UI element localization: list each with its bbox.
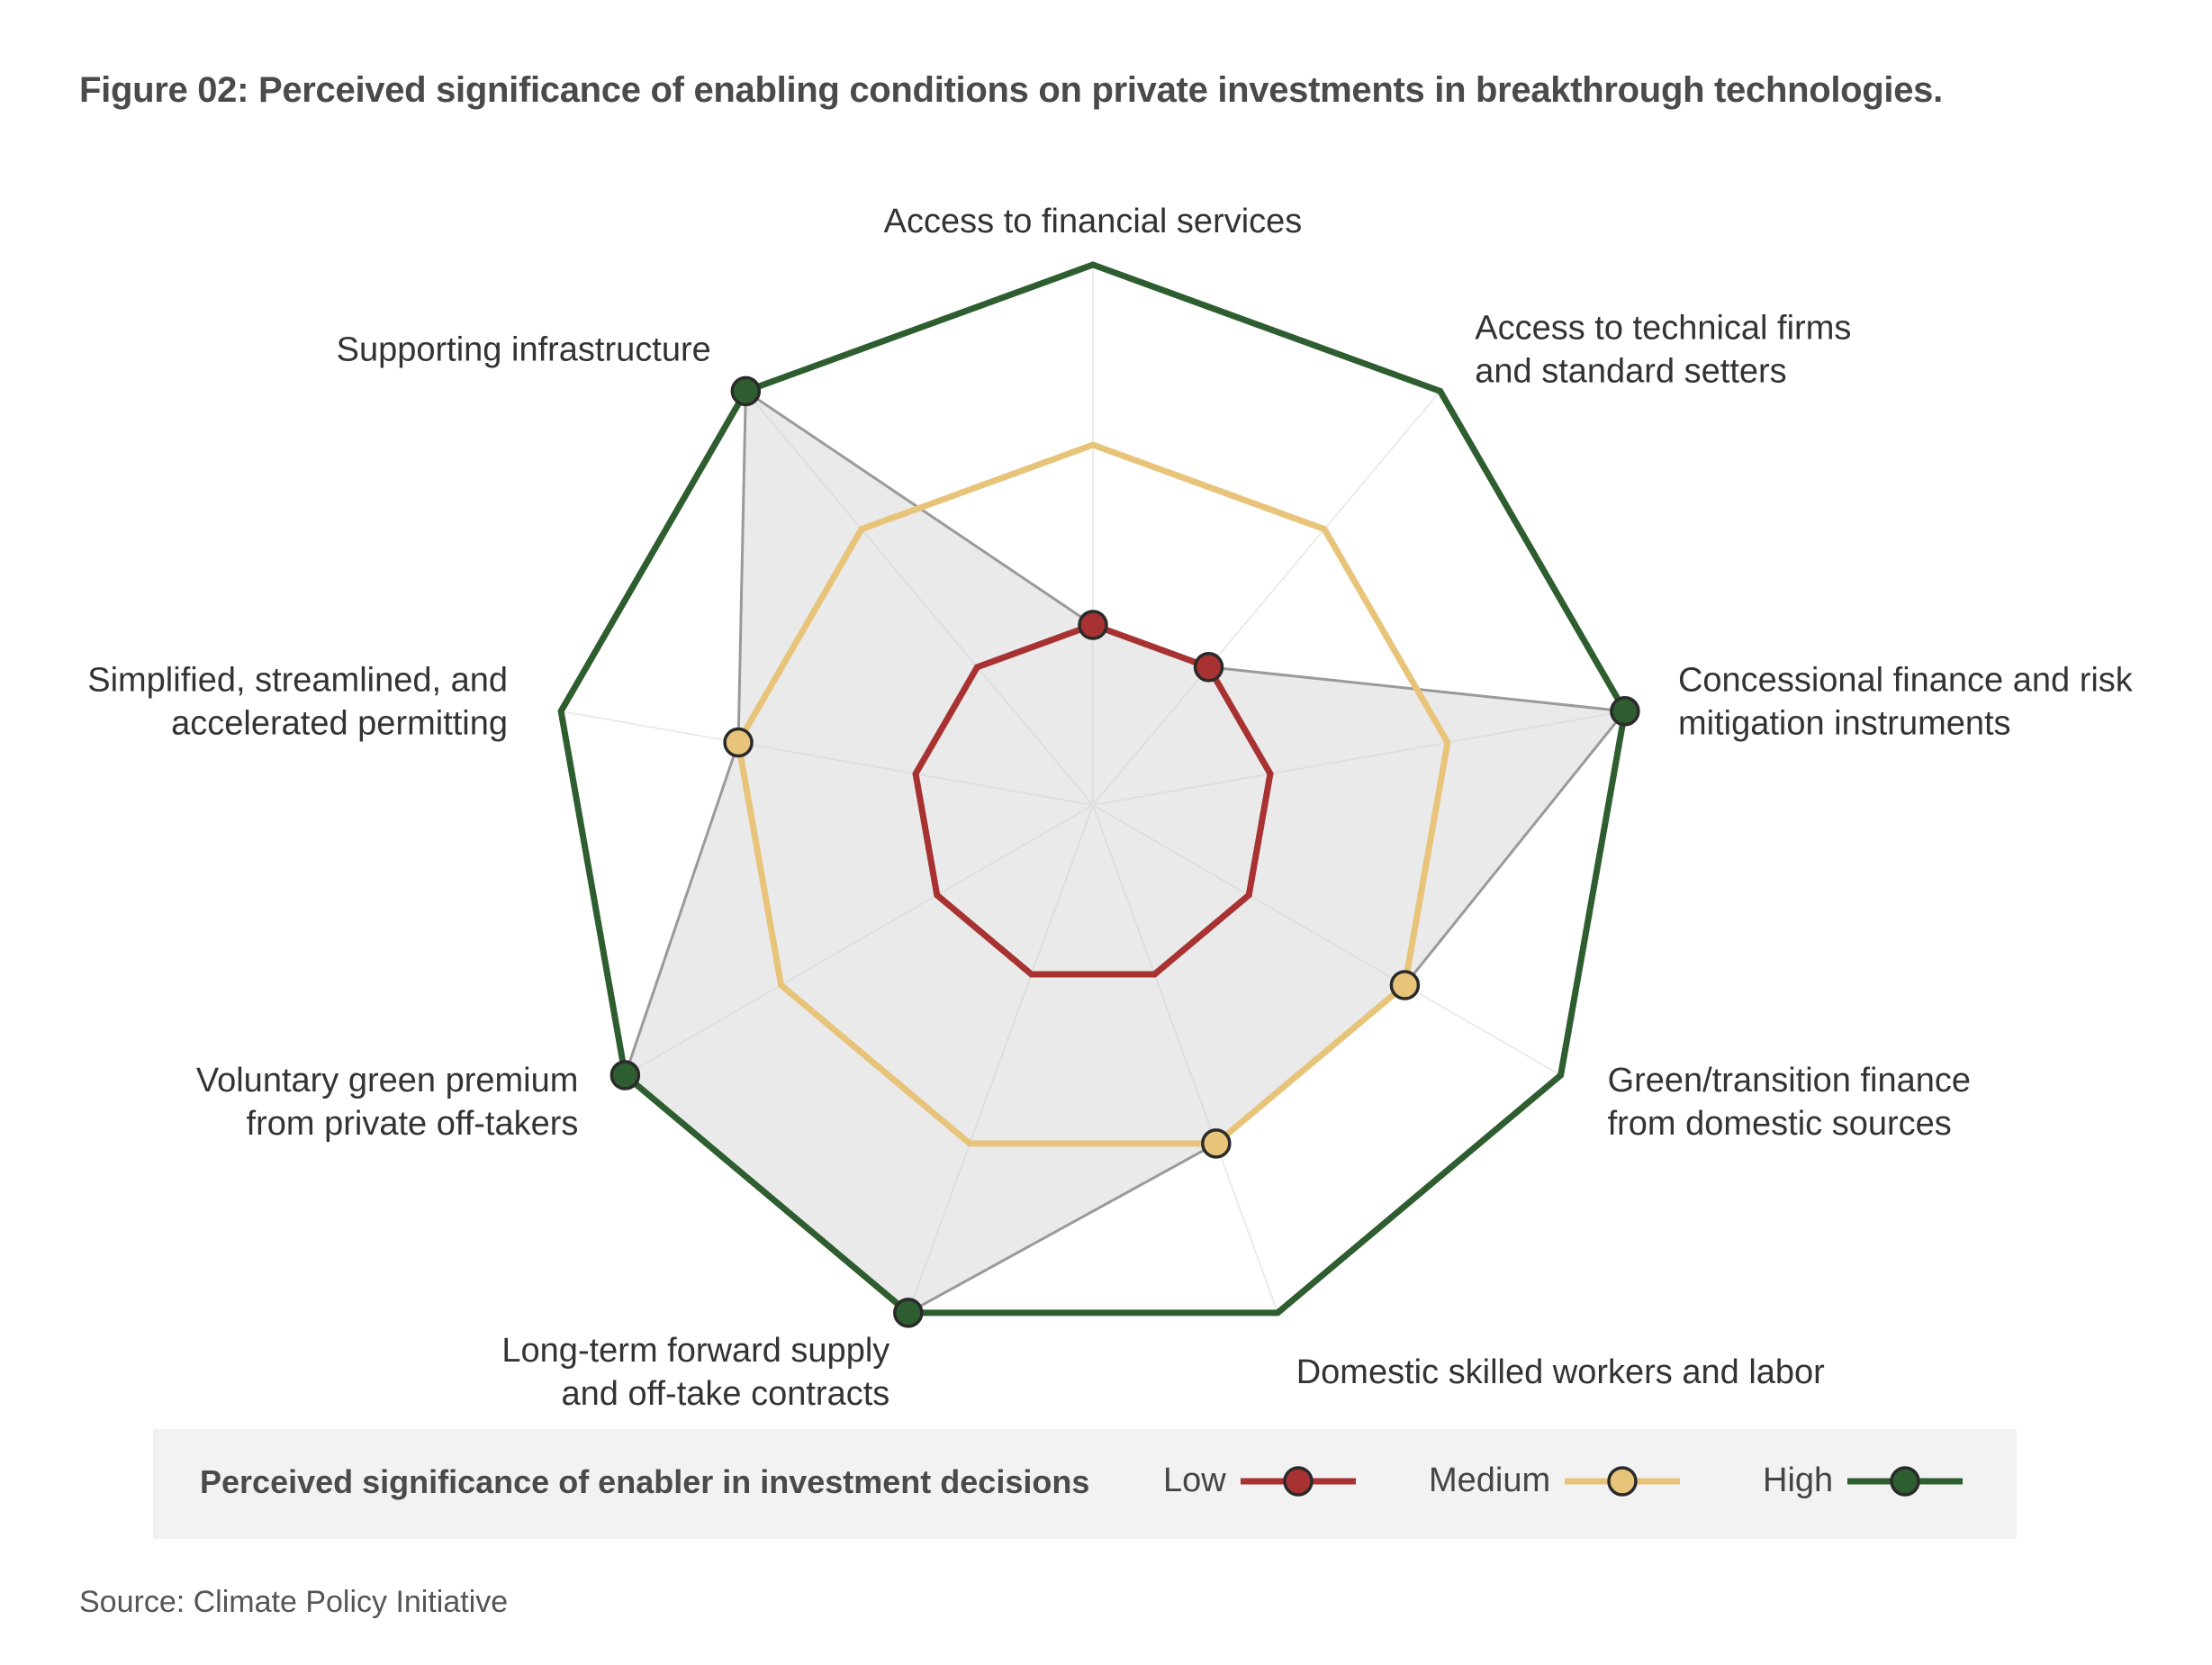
axis-label-line: from domestic sources <box>1608 1105 1952 1143</box>
spoke-line <box>745 390 1094 806</box>
axis-label: Access to financial services <box>884 203 1303 240</box>
axis-label: Concessional finance and risk mitigation … <box>1678 661 2134 742</box>
spoke-overlay <box>561 710 1094 806</box>
ring-medium <box>735 441 1451 1147</box>
rating-marker <box>1389 970 1421 1000</box>
axis-label-line: Green/transition finance <box>1608 1062 1971 1099</box>
rating-marker <box>1193 652 1224 683</box>
ring-high <box>557 261 1629 1317</box>
axis-label-line: Long-term forward supply <box>501 1332 889 1370</box>
legend-item-low: Low <box>1163 1461 1356 1500</box>
legend-item-high: High <box>1763 1461 1964 1500</box>
axis-label-line: Concessional finance and risk <box>1678 661 2134 699</box>
rating-marker <box>1201 1128 1232 1159</box>
rating-marker <box>730 376 762 407</box>
rating-marker <box>1610 696 1640 727</box>
axis-label-line: mitigation instruments <box>1678 704 2011 742</box>
axis-label: Voluntary green premium from private off-… <box>196 1062 579 1143</box>
legend-title: Perceived significance of enabler in inv… <box>200 1463 1090 1500</box>
axis-label: Supporting infrastructure <box>337 330 711 368</box>
legend-marker-high <box>1890 1465 1920 1497</box>
axis-label-line: Supporting infrastructure <box>337 330 711 368</box>
legend-marker-low <box>1282 1465 1314 1497</box>
spoke-line <box>1092 804 1561 1076</box>
spoke-line <box>1092 804 1278 1314</box>
spoke-overlay <box>625 804 1094 1076</box>
legend-swatch-medium <box>1565 1465 1681 1497</box>
legend-swatch-low <box>1240 1465 1356 1497</box>
axis-label-line: Simplified, streamlined, and <box>87 661 508 699</box>
rating-marker <box>609 1060 641 1090</box>
legend-swatch-high <box>1847 1465 1964 1497</box>
spoke-line <box>1092 390 1441 806</box>
spoke-overlay <box>907 804 1094 1314</box>
axis-label: Green/transition finance from domestic so… <box>1608 1062 1971 1143</box>
axis-label: Long-term forward supply and off-take con… <box>501 1332 889 1413</box>
spoke-overlay <box>1092 804 1278 1314</box>
spoke-line <box>1092 710 1626 806</box>
spoke-overlay <box>1092 710 1625 806</box>
spoke-line <box>907 804 1094 1314</box>
axis-label: Domestic skilled workers and labor <box>1296 1353 1825 1391</box>
legend-marker-medium <box>1607 1465 1638 1497</box>
axis-label-line: and off-take contracts <box>562 1375 890 1413</box>
axis-label-line: Voluntary green premium <box>196 1062 579 1099</box>
axis-label-line: Access to financial services <box>884 203 1303 240</box>
rating-marker <box>893 1298 924 1328</box>
axis-label-line: accelerated permitting <box>171 704 508 742</box>
legend-label-low: Low <box>1163 1461 1226 1499</box>
ring-low <box>912 621 1274 978</box>
source-note: Source: Climate Policy Initiative <box>79 1585 509 1619</box>
ratings-area <box>623 388 1628 1315</box>
legend-label-high: High <box>1763 1461 1834 1499</box>
legend: Perceived significance of enabler in inv… <box>153 1429 2017 1539</box>
spoke-overlay <box>1092 390 1441 806</box>
axis-label: Simplified, streamlined, and accelerated … <box>87 661 508 742</box>
spoke-overlay <box>745 390 1094 806</box>
spoke-line <box>625 804 1094 1076</box>
axis-label-line: Access to technical firms <box>1475 309 1851 347</box>
legend-label-medium: Medium <box>1429 1461 1551 1499</box>
spoke-overlay <box>1092 804 1561 1076</box>
legend-item-medium: Medium <box>1429 1461 1681 1500</box>
rating-marker <box>723 727 754 758</box>
spoke-line <box>560 710 1094 806</box>
axis-label-line: from private off-takers <box>247 1105 579 1143</box>
figure-title: Figure 02: Perceived significance of ena… <box>79 70 1943 110</box>
axis-label: Access to technical firms and standard se… <box>1475 309 1851 390</box>
rating-marker <box>1078 610 1108 640</box>
axis-label-line: Domestic skilled workers and labor <box>1296 1353 1825 1391</box>
axis-label-line: and standard setters <box>1475 352 1786 390</box>
